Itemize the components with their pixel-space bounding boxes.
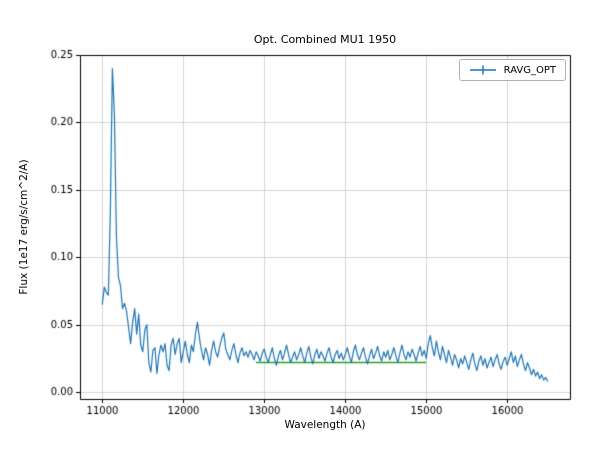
legend-label: RAVG_OPT [503, 64, 556, 76]
y-axis-label: Flux (1e17 erg/s/cm^2/A) [18, 159, 30, 295]
x-axis-label: Wavelength (A) [284, 419, 366, 431]
legend: RAVG_OPT [458, 59, 566, 81]
legend-errorbar-marker-icon [469, 65, 496, 75]
chart-title: Opt. Combined MU1 1950 [253, 33, 397, 46]
